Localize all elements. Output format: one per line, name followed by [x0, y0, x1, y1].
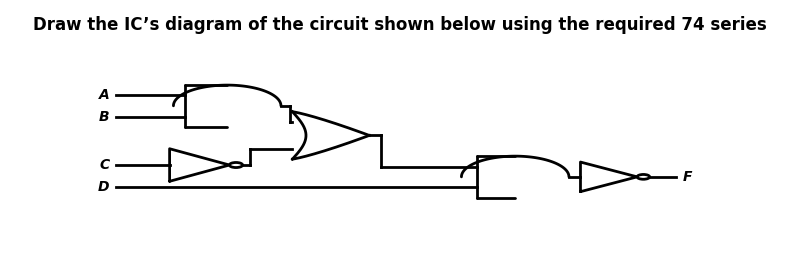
- Text: D: D: [98, 180, 110, 194]
- Text: Draw the IC’s diagram of the circuit shown below using the required 74 series: Draw the IC’s diagram of the circuit sho…: [33, 16, 767, 33]
- Text: A: A: [99, 88, 110, 102]
- Text: F: F: [682, 170, 692, 184]
- Text: B: B: [99, 110, 110, 124]
- Text: C: C: [99, 158, 110, 172]
